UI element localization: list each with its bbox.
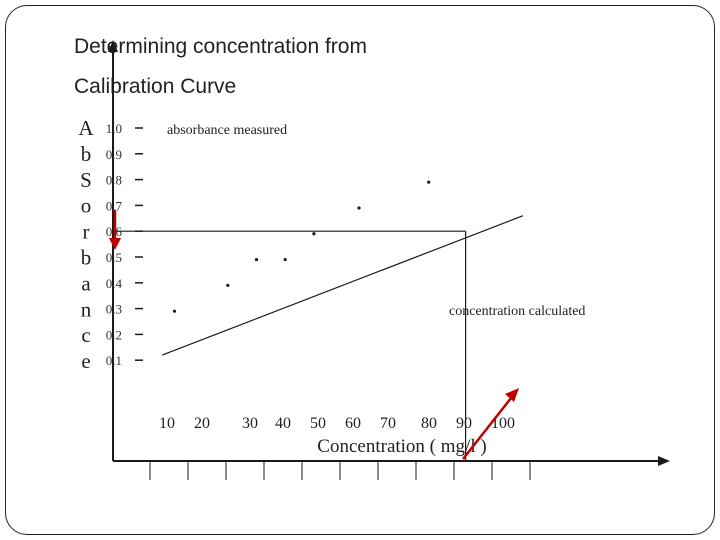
red-arrow-shaft-x (462, 392, 516, 460)
data-point (357, 206, 361, 210)
y-axis-label-letter: e (81, 349, 90, 373)
y-axis-label-letter: o (81, 194, 92, 218)
y-tick-label: 0.2 (106, 327, 122, 342)
red-arrow-head-y (109, 238, 121, 250)
y-axis-label-letter: b (81, 246, 92, 270)
y-axis-label-letter: c (81, 323, 90, 347)
x-tick-label: 90 (456, 415, 472, 432)
x-tick-label: 30 (242, 415, 258, 432)
data-point (283, 257, 287, 262)
x-tick-label: 10 (159, 415, 175, 432)
y-axis-arrowhead (108, 40, 118, 52)
y-axis-label-letter: S (80, 168, 92, 192)
y-axis-label-letter: n (81, 297, 92, 321)
x-tick-label: 100 (491, 415, 515, 432)
calibration-line (161, 215, 524, 356)
red-arrow-head-x (505, 388, 519, 402)
x-axis-title: Concentration ( mg/l ) (317, 436, 486, 457)
slide-title-line-2: Calibration Curve (74, 75, 237, 98)
x-tick-label: 80 (421, 415, 437, 432)
slide-title-line-1: Determining concentration from (74, 35, 367, 58)
x-tick-label: 60 (345, 415, 361, 432)
y-tick-label: 0.3 (106, 302, 122, 317)
x-tick-label: 20 (194, 415, 210, 432)
annotation-absorbance-measured: absorbance measured (167, 123, 287, 138)
data-point (254, 257, 259, 262)
y-tick-label: 0.9 (106, 147, 122, 162)
x-tick-label: 50 (310, 415, 326, 432)
x-tick-label: 70 (380, 415, 396, 432)
y-axis-label-letter: A (78, 116, 94, 140)
annotation-concentration-calculated: concentration calculated (449, 304, 585, 319)
data-point (427, 180, 431, 184)
y-tick-label: 0.1 (106, 353, 122, 368)
data-point (172, 309, 177, 313)
x-tick-label: 40 (275, 415, 291, 432)
slide-frame (5, 5, 715, 535)
y-axis-label-letter: b (81, 142, 92, 166)
y-tick-label: 0.8 (106, 173, 122, 188)
y-tick-label: 0.4 (106, 276, 123, 291)
y-tick-label: 0.7 (106, 198, 123, 213)
data-point (226, 283, 230, 287)
data-point (312, 232, 316, 236)
y-tick-label: 0.5 (106, 250, 122, 265)
y-axis-label-letter: a (81, 271, 91, 295)
y-axis-label-letter: r (83, 220, 90, 244)
x-axis-arrowhead (658, 456, 670, 466)
y-tick-label: 1.0 (106, 121, 122, 136)
